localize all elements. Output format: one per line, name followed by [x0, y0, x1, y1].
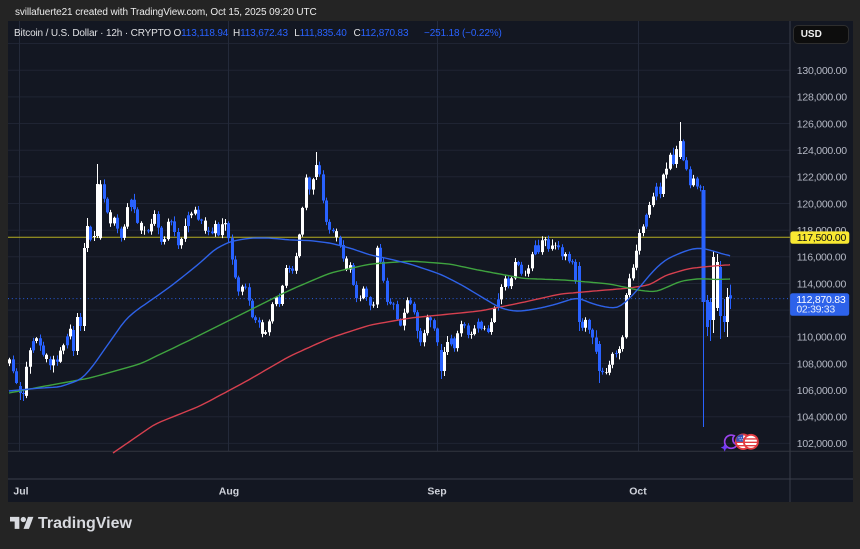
svg-text:116,000.00: 116,000.00 — [797, 252, 847, 264]
svg-text:128,000.00: 128,000.00 — [797, 92, 847, 104]
svg-text:104,000.00: 104,000.00 — [797, 412, 847, 424]
svg-text:Aug: Aug — [219, 486, 239, 498]
svg-text:114,000.00: 114,000.00 — [797, 278, 847, 290]
svg-text:102,000.00: 102,000.00 — [797, 438, 847, 450]
svg-text:117,500.00: 117,500.00 — [797, 232, 847, 244]
svg-text:106,000.00: 106,000.00 — [797, 385, 847, 397]
svg-text:130,000.00: 130,000.00 — [797, 65, 847, 77]
svg-text:Jul: Jul — [13, 486, 28, 498]
svg-text:02:39:33: 02:39:33 — [796, 303, 835, 315]
svg-text:112,870.83: 112,870.83 — [796, 294, 846, 306]
svg-text:120,000.00: 120,000.00 — [797, 198, 847, 210]
svg-text:108,000.00: 108,000.00 — [797, 358, 847, 370]
svg-text:126,000.00: 126,000.00 — [797, 118, 847, 130]
svg-text:110,000.00: 110,000.00 — [797, 332, 847, 344]
svg-text:Sep: Sep — [427, 486, 446, 498]
svg-text:Oct: Oct — [629, 486, 647, 498]
svg-text:122,000.00: 122,000.00 — [797, 172, 847, 184]
svg-text:124,000.00: 124,000.00 — [797, 145, 847, 157]
